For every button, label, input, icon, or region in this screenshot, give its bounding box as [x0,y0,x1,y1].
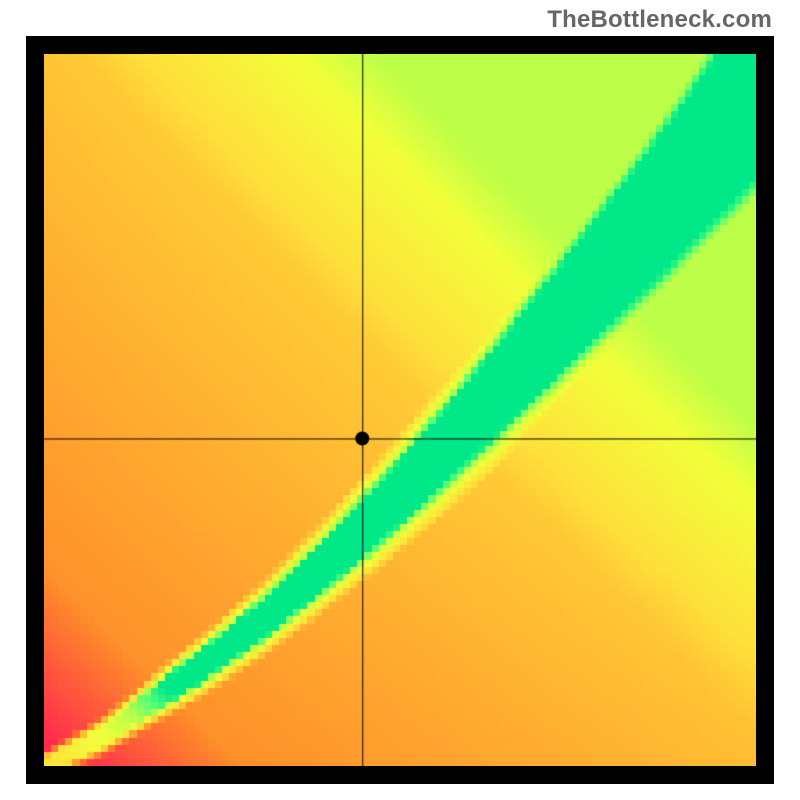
heatmap-container: TheBottleneck.com [0,0,800,800]
crosshair-overlay [44,54,756,766]
watermark-text: TheBottleneck.com [547,6,772,34]
